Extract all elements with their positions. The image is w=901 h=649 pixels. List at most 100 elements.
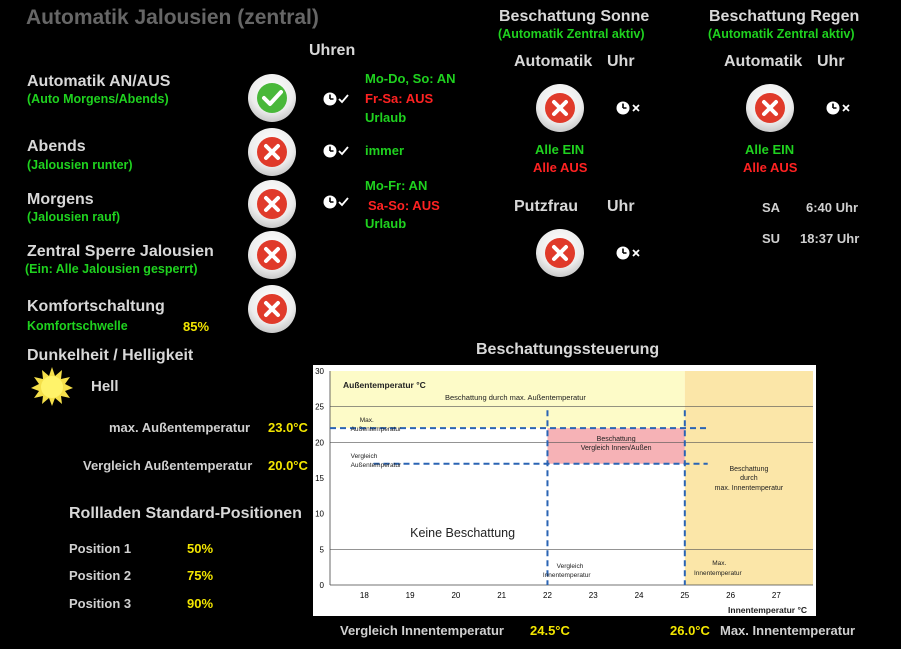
komfort-label: Komfortschaltung xyxy=(27,298,165,315)
clock-check-icon[interactable] xyxy=(323,91,349,107)
sonne-alle-ein[interactable]: Alle EIN xyxy=(535,142,585,157)
x-tick-label: 26 xyxy=(726,591,735,600)
komfort-toggle-button[interactable] xyxy=(248,285,296,333)
sonne-subtitle: (Automatik Zentral aktiv) xyxy=(498,27,645,41)
sonne-automatik-label: Automatik xyxy=(514,53,593,70)
regen-subtitle: (Automatik Zentral aktiv) xyxy=(708,27,855,41)
y-axis-label: Außentemperatur °C xyxy=(343,380,426,390)
sperre-toggle-button[interactable] xyxy=(248,231,296,279)
pink-region-label-1: Beschattung xyxy=(597,436,636,443)
clock1-line3: Urlaub xyxy=(365,110,407,125)
x-tick-label: 19 xyxy=(406,591,415,600)
x-axis-label: Innentemperatur °C xyxy=(728,605,807,615)
putzfrau-button[interactable] xyxy=(536,229,584,277)
clock-cross-icon[interactable] xyxy=(616,100,642,116)
region-0 xyxy=(330,371,685,429)
max-innen-label-1: Max. xyxy=(712,560,726,567)
vergleich-innentemperatur-label: Vergleich Innentemperatur xyxy=(340,623,504,638)
max-aussentemperatur-value[interactable]: 23.0°C xyxy=(268,420,308,435)
automatik-toggle-button[interactable] xyxy=(248,74,296,122)
top-region-label: Beschattung durch max. Außentemperatur xyxy=(445,393,586,402)
putzfrau-label: Putzfrau xyxy=(514,198,578,215)
y-tick-label: 0 xyxy=(320,581,325,590)
su-time: 18:37 Uhr xyxy=(800,231,860,246)
clock1-line1: Mo-Do, So: AN xyxy=(365,71,456,86)
vgl-aussen-label-1: Vergleich xyxy=(351,453,378,460)
cross-icon xyxy=(257,189,287,219)
morgens-sub: (Jalousien rauf) xyxy=(27,210,121,224)
x-tick-label: 20 xyxy=(451,591,460,600)
morgens-label: Morgens xyxy=(27,191,94,208)
regen-automatik-label: Automatik xyxy=(724,53,803,70)
y-tick-label: 15 xyxy=(315,474,324,483)
right-region-label-2: durch xyxy=(740,475,758,482)
cross-icon xyxy=(257,137,287,167)
automatik-label: Automatik AN/AUS xyxy=(27,73,171,90)
x-tick-label: 21 xyxy=(497,591,506,600)
sperre-sub: (Ein: Alle Jalousien gesperrt) xyxy=(25,262,198,276)
cross-icon xyxy=(545,238,575,268)
helligkeit-state: Hell xyxy=(91,378,119,395)
page-title: Automatik Jalousien (zentral) xyxy=(26,6,319,29)
y-tick-label: 10 xyxy=(315,510,324,519)
clock3-line1: Mo-Fr: AN xyxy=(365,178,428,193)
vergleich-innentemperatur-value[interactable]: 24.5°C xyxy=(530,623,570,638)
komfortschwelle-label: Komfortschwelle xyxy=(27,319,128,333)
regen-title: Beschattung Regen xyxy=(709,8,860,25)
right-region-label-1: Beschattung xyxy=(729,466,768,473)
abends-toggle-button[interactable] xyxy=(248,128,296,176)
sun-icon xyxy=(31,367,73,406)
position-2-value[interactable]: 75% xyxy=(187,568,214,583)
cross-icon xyxy=(257,294,287,324)
cross-icon xyxy=(257,240,287,270)
su-label: SU xyxy=(762,231,781,246)
clock-check-icon[interactable] xyxy=(323,143,349,159)
clock3-line3: Urlaub xyxy=(365,216,407,231)
max-innentemperatur-value[interactable]: 26.0°C xyxy=(670,623,710,638)
abends-sub: (Jalousien runter) xyxy=(27,158,133,172)
x-tick-label: 24 xyxy=(635,591,644,600)
cross-icon xyxy=(755,93,785,123)
uhren-heading: Uhren xyxy=(309,42,356,59)
x-tick-label: 23 xyxy=(589,591,598,600)
sonne-automatik-button[interactable] xyxy=(536,84,584,132)
clock-check-icon[interactable] xyxy=(323,194,349,210)
vergleich-aussentemperatur-value[interactable]: 20.0°C xyxy=(268,458,308,473)
keine-beschattung-label: Keine Beschattung xyxy=(410,526,515,540)
sperre-label: Zentral Sperre Jalousien xyxy=(27,243,214,260)
pink-region-label-2: Vergleich Innen/Außen xyxy=(581,445,652,452)
sa-time: 6:40 Uhr xyxy=(806,200,859,215)
clock-cross-icon[interactable] xyxy=(826,100,852,116)
vgl-innen-label-1: Vergleich xyxy=(557,563,584,570)
clock3-line2: Sa-So: AUS xyxy=(368,198,440,213)
regen-alle-ein[interactable]: Alle EIN xyxy=(745,142,795,157)
clock-cross-icon[interactable] xyxy=(616,245,642,261)
vgl-aussen-label-2: Außentemperatur xyxy=(351,462,402,469)
sonne-title: Beschattung Sonne xyxy=(499,8,650,25)
max-innentemperatur-label: Max. Innentemperatur xyxy=(720,623,856,638)
chart-title: Beschattungssteuerung xyxy=(476,341,660,358)
position-1-value[interactable]: 50% xyxy=(187,541,214,556)
position-1-label: Position 1 xyxy=(69,541,132,556)
position-2-label: Position 2 xyxy=(69,568,132,583)
regen-automatik-button[interactable] xyxy=(746,84,794,132)
putzfrau-uhr-label: Uhr xyxy=(607,198,635,215)
abends-label: Abends xyxy=(27,138,86,155)
vergleich-aussentemperatur-label: Vergleich Außentemperatur xyxy=(83,458,253,473)
automatik-sub: (Auto Morgens/Abends) xyxy=(27,92,169,106)
y-tick-label: 25 xyxy=(315,403,324,412)
clock1-line2: Fr-Sa: AUS xyxy=(365,91,434,106)
cross-icon xyxy=(545,93,575,123)
morgens-toggle-button[interactable] xyxy=(248,180,296,228)
sonne-alle-aus[interactable]: Alle AUS xyxy=(533,160,588,175)
clock2-line1: immer xyxy=(365,143,405,158)
regen-alle-aus[interactable]: Alle AUS xyxy=(743,160,798,175)
max-aussen-label-2: Außentemperatur xyxy=(351,426,402,433)
region-2 xyxy=(547,428,685,464)
right-region-label-3: max. Innentemperatur xyxy=(715,485,784,492)
max-aussen-label-1: Max. xyxy=(360,417,374,424)
sonne-uhr-label: Uhr xyxy=(607,53,635,70)
position-3-value[interactable]: 90% xyxy=(187,596,214,611)
x-tick-label: 27 xyxy=(772,591,781,600)
y-tick-label: 30 xyxy=(315,367,324,376)
